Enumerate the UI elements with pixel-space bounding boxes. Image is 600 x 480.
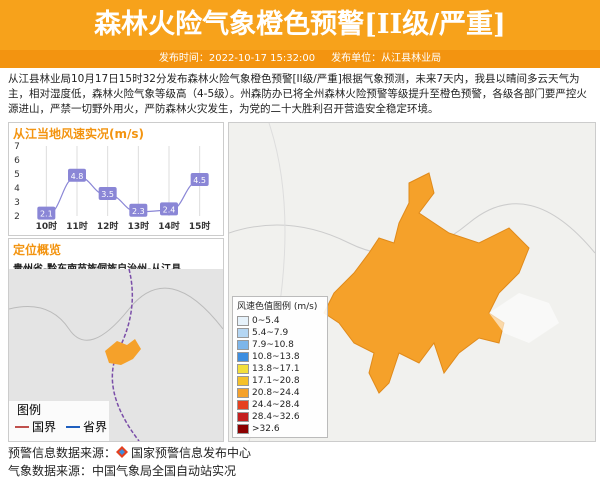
legend-title: 图例 xyxy=(17,403,42,417)
logo xyxy=(116,446,129,458)
value-label: 2.1 xyxy=(40,210,53,219)
legend-swatch xyxy=(237,340,249,350)
y-tick-label: 7 xyxy=(14,142,20,152)
value-box xyxy=(98,187,117,200)
legend-label: 省界 xyxy=(83,420,108,434)
location-map xyxy=(9,269,223,441)
x-tick-label: 12时 xyxy=(97,220,119,232)
legend-label: 7.9~10.8 xyxy=(252,340,294,350)
legend-swatch xyxy=(237,388,249,398)
x-tick-label: 11时 xyxy=(66,220,88,232)
legend-label: 20.8~24.4 xyxy=(252,388,300,398)
legend-item: 20.8~24.4 xyxy=(237,387,327,399)
legend-item: 24.4~28.4 xyxy=(237,399,327,411)
road xyxy=(9,287,223,341)
meta-bar: 发布时间：2022-10-17 15:32:00 发布单位：从江县林业局 xyxy=(0,50,600,68)
value-label: 2.3 xyxy=(132,207,145,216)
legend-item: 10.8~13.8 xyxy=(237,351,327,363)
value-box xyxy=(190,173,209,186)
legend-item: >32.6 xyxy=(237,423,327,435)
y-tick-label: 4 xyxy=(14,184,20,194)
title: 森林火险气象橙色预警[II级/严重] xyxy=(0,0,600,50)
legend-swatch xyxy=(237,352,249,362)
y-tick-label: 3 xyxy=(14,198,20,208)
source-org: 国家预警信息发布中心 xyxy=(131,446,252,460)
weather-source: 气象数据来源：中国气象局全国自动站实况 xyxy=(8,464,237,478)
legend-swatch xyxy=(237,316,249,326)
y-tick-label: 6 xyxy=(14,156,20,166)
legend-item: 国界 xyxy=(15,418,56,435)
x-tick-label: 15时 xyxy=(189,220,211,232)
value-box xyxy=(37,206,56,220)
x-tick-label: 13时 xyxy=(128,220,150,232)
map-legend: 图例 国界 省界 xyxy=(9,401,109,441)
x-tick-label: 14时 xyxy=(158,220,180,232)
legend-item: 5.4~7.9 xyxy=(237,327,327,339)
legend-swatch xyxy=(237,424,249,434)
legend-swatch xyxy=(66,425,81,428)
legend-swatch xyxy=(237,328,249,338)
legend-label: 13.8~17.1 xyxy=(252,364,300,374)
legend-item: 28.4~32.6 xyxy=(237,411,327,423)
legend-swatch xyxy=(237,364,249,374)
legend-label: 5.4~7.9 xyxy=(252,328,289,338)
neighbor-area xyxy=(489,293,559,343)
value-label: 2.4 xyxy=(163,205,176,214)
legend-title: 风速色值图例 (m/s) xyxy=(237,302,318,312)
warning-area xyxy=(323,172,530,394)
legend-label: 17.1~20.8 xyxy=(252,376,300,386)
wind-legend: 风速色值图例 (m/s) 0~5.4 5.4~7.9 7.9~10.8 10.8~13… xyxy=(232,296,328,438)
footer: 预警信息数据来源： 国家预警信息发布中心 气象数据来源：中国气象局全国自动站实况 xyxy=(8,444,251,480)
wind-panel: 从江当地风速实况(m/s) 2 3 4 5 6 7 10时 11时 12时 13时 14时 15时 2.… xyxy=(8,122,224,236)
legend-label: 国界 xyxy=(32,420,57,434)
body-text: 从江县林业局10月17日15时32分发布森林火险气象橙色预警[II级/严重]根据… xyxy=(8,73,587,115)
value-label: 4.5 xyxy=(193,176,206,185)
legend-swatch xyxy=(237,400,249,410)
border xyxy=(111,269,140,441)
legend-label: 28.4~32.6 xyxy=(252,412,300,422)
publish-time: 发布时间：2022-10-17 15:32:00 xyxy=(158,53,316,64)
legend-swatch xyxy=(237,412,249,422)
y-tick-label: 2 xyxy=(14,212,20,222)
legend-item: 0~5.4 xyxy=(237,315,327,327)
location-title: 定位概览 xyxy=(13,243,62,257)
source-label: 预警信息数据来源： xyxy=(8,446,117,460)
legend-item: 13.8~17.1 xyxy=(237,363,327,375)
legend-swatch xyxy=(15,425,29,428)
legend-label: 10.8~13.8 xyxy=(252,352,300,362)
value-label: 4.8 xyxy=(71,172,84,181)
legend-label: 24.4~28.4 xyxy=(252,400,300,410)
y-tick-label: 5 xyxy=(14,170,20,180)
county-area xyxy=(105,339,141,365)
x-tick-label: 10时 xyxy=(36,220,58,232)
legend-swatch xyxy=(237,376,249,386)
publisher: 发布单位：从江县林业局 xyxy=(331,53,442,64)
legend-label: >32.6 xyxy=(252,424,280,434)
value-box xyxy=(68,168,86,182)
chart-title: 从江当地风速实况(m/s) xyxy=(13,127,144,141)
legend-item: 7.9~10.8 xyxy=(237,339,327,351)
value-label: 3.5 xyxy=(101,190,114,199)
legend-label: 0~5.4 xyxy=(252,316,280,326)
chart: 2 3 4 5 6 7 10时 11时 12时 13时 14时 15时 2.1 4.8 3.5 2.3 2.4 4… xyxy=(14,142,211,232)
value-box xyxy=(129,203,148,217)
value-box xyxy=(160,202,178,216)
legend-item: 17.1~20.8 xyxy=(237,375,327,387)
legend-item: 省界 xyxy=(66,418,107,435)
